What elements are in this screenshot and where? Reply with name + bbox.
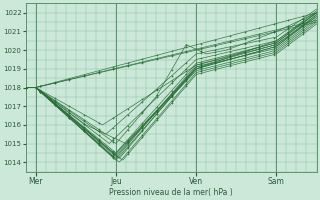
X-axis label: Pression niveau de la mer( hPa ): Pression niveau de la mer( hPa ) (109, 188, 233, 197)
